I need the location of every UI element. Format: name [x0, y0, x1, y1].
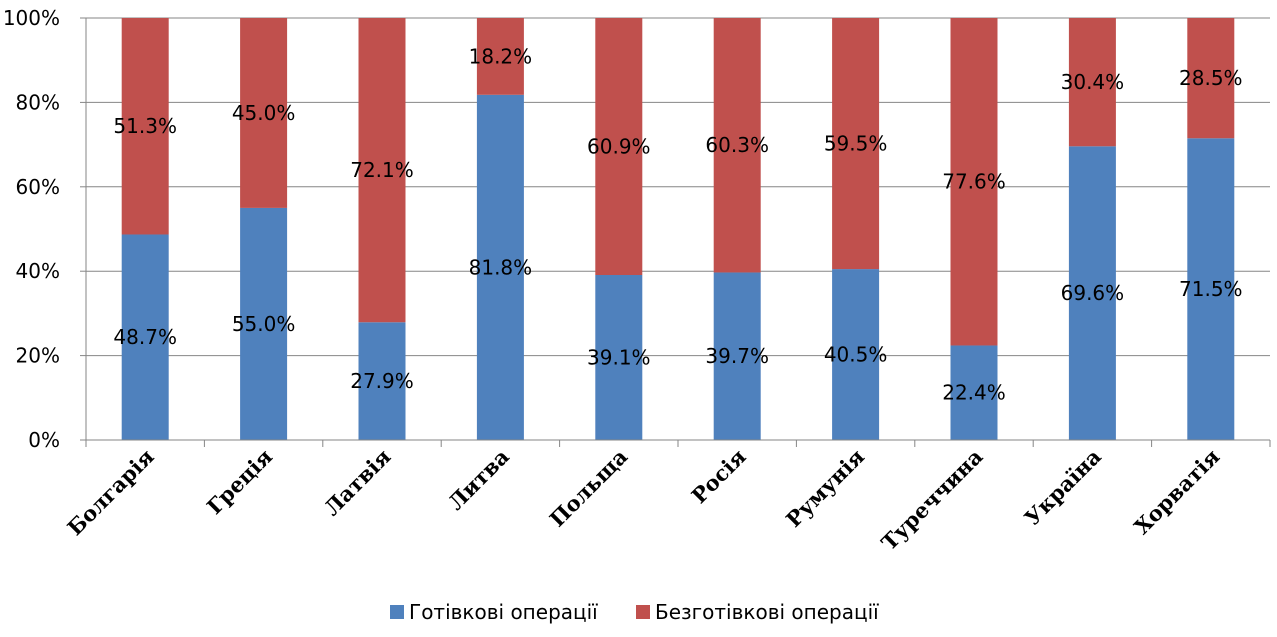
data-label: 60.9% [587, 134, 651, 158]
x-axis: Болгарія Греція Латвія Литва Польща Росія Руму… [62, 444, 1224, 556]
bars [121, 18, 1235, 440]
bar-segment [121, 18, 169, 235]
bar-segment [240, 18, 288, 208]
legend: Готівкові операції Безготівкові операції [390, 600, 879, 624]
data-label: 45.0% [232, 101, 296, 125]
data-label: 22.4% [942, 381, 1006, 405]
data-label: 77.6% [942, 170, 1006, 194]
legend-label: Безготівкові операції [655, 600, 879, 624]
bar-segment [595, 274, 643, 440]
bar-segment [832, 269, 880, 440]
data-label: 71.5% [1179, 277, 1243, 301]
bar-segment [1187, 18, 1235, 139]
bar-segment [358, 18, 406, 323]
data-labels: 48.7% 51.3% 55.0% 45.0% 27.9% 72.1% 81.8% 18.2%… [113, 44, 1242, 404]
data-label: 69.6% [1061, 281, 1125, 305]
x-tick-label: Хорватія [1129, 444, 1224, 539]
bar-segment [950, 18, 998, 346]
x-tick-label: Латвія [319, 444, 396, 521]
data-label: 28.5% [1179, 66, 1243, 90]
bar-segment [832, 18, 880, 270]
bar-segment [713, 272, 761, 440]
x-tick-label: Україна [1019, 444, 1106, 531]
data-label: 40.5% [824, 343, 888, 367]
x-tick-label: Румунія [781, 444, 869, 532]
bar-segment [950, 345, 998, 440]
data-label: 81.8% [469, 255, 533, 279]
bar-segment [121, 234, 169, 440]
bar-segment [358, 322, 406, 440]
bar-segment [1068, 18, 1116, 147]
data-label: 48.7% [113, 325, 177, 349]
data-label: 27.9% [350, 369, 414, 393]
bar-segment [595, 18, 643, 275]
axes [80, 17, 1271, 447]
x-tick-label: Болгарія [62, 444, 158, 540]
bar-segment [240, 207, 288, 440]
legend-label: Готівкові операції [409, 600, 598, 624]
data-label: 39.1% [587, 345, 651, 369]
legend-swatch [636, 605, 650, 619]
y-tick-label: 100% [3, 6, 60, 30]
data-label: 39.7% [705, 344, 769, 368]
y-tick-label: 0% [28, 428, 60, 452]
y-tick-label: 20% [16, 344, 60, 368]
y-tick-label: 80% [16, 90, 60, 114]
y-tick-label: 60% [16, 175, 60, 199]
data-label: 18.2% [469, 44, 533, 68]
data-label: 59.5% [824, 132, 888, 156]
x-tick-label: Польща [544, 444, 632, 532]
bar-segment [1068, 146, 1116, 440]
x-tick-label: Росія [686, 444, 750, 508]
data-label: 72.1% [350, 158, 414, 182]
data-label: 55.0% [232, 312, 296, 336]
y-axis: 0% 20% 40% 60% 80% 100% [3, 6, 60, 452]
bar-segment [476, 18, 524, 95]
bar-segment [476, 94, 524, 440]
bar-segment [713, 18, 761, 273]
x-tick-label: Греція [202, 444, 277, 519]
data-label: 51.3% [113, 114, 177, 138]
bar-segment [1187, 138, 1235, 440]
legend-swatch [390, 605, 404, 619]
y-tick-label: 40% [16, 259, 60, 283]
data-label: 30.4% [1061, 70, 1125, 94]
data-label: 60.3% [705, 133, 769, 157]
x-tick-label: Литва [443, 444, 514, 515]
x-tick-label: Туреччина [876, 444, 988, 556]
